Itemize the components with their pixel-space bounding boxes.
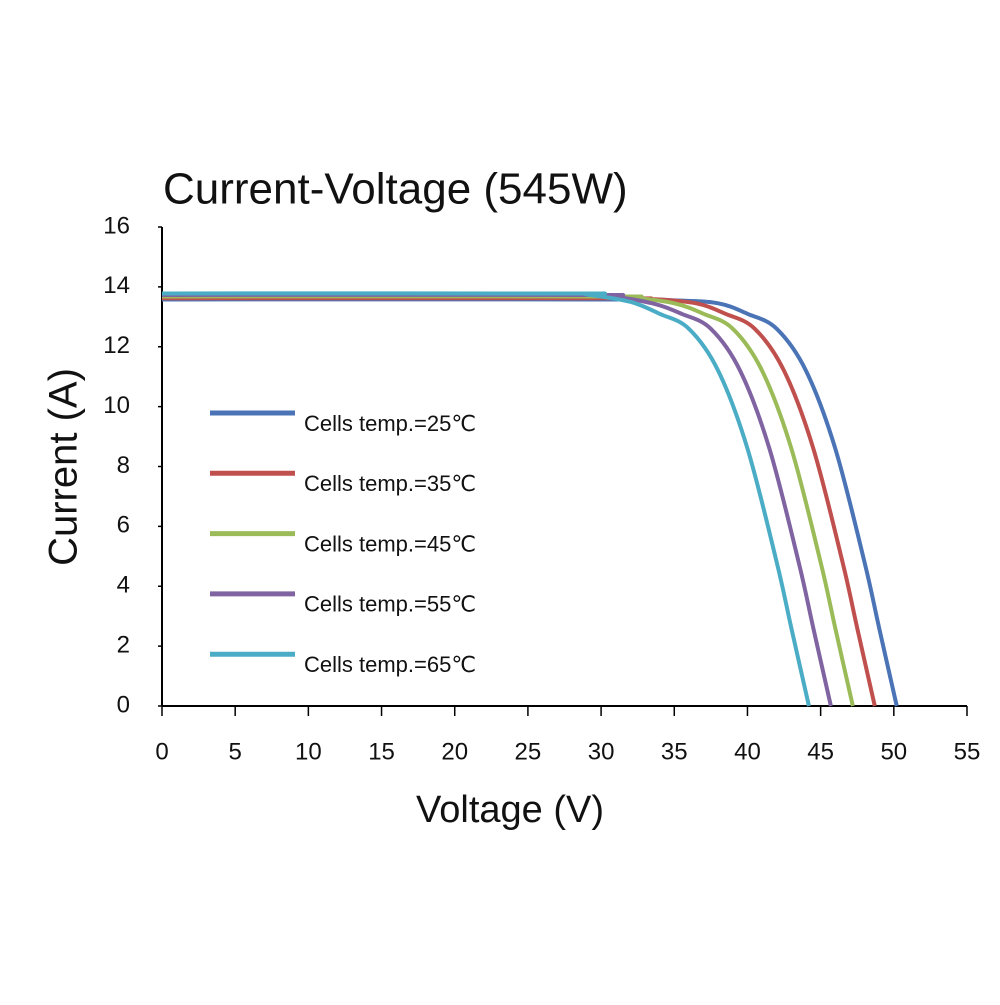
legend-label: Cells temp.=35℃ [304, 471, 476, 496]
x-tick-label: 20 [441, 738, 468, 765]
x-axis-label: Voltage (V) [416, 789, 604, 831]
x-tick-label: 5 [229, 738, 242, 765]
x-tick-label: 50 [880, 738, 907, 765]
legend-label: Cells temp.=25℃ [304, 411, 476, 436]
y-tick-label: 10 [103, 392, 130, 419]
series-line [161, 292, 833, 707]
series-line [161, 297, 899, 707]
x-tick-label: 10 [295, 738, 322, 765]
y-tick-label: 12 [103, 332, 130, 359]
y-tick-label: 6 [117, 512, 130, 539]
series-line [161, 294, 855, 707]
series-line [161, 291, 811, 707]
y-tick-label: 14 [103, 272, 130, 299]
legend-label: Cells temp.=55℃ [304, 592, 476, 617]
series-line [161, 296, 877, 707]
y-tick-label: 0 [117, 691, 130, 718]
legend-label: Cells temp.=45℃ [304, 531, 476, 556]
x-tick-label: 35 [661, 738, 688, 765]
x-tick-label: 0 [155, 738, 168, 765]
x-tick-label: 45 [807, 738, 834, 765]
y-tick-label: 2 [117, 631, 130, 658]
x-tick-label: 30 [588, 738, 615, 765]
y-tick-label: 16 [103, 212, 130, 239]
y-tick-label: 8 [117, 452, 130, 479]
x-tick-label: 25 [515, 738, 542, 765]
y-tick-label: 4 [117, 572, 130, 599]
x-tick-label: 55 [954, 738, 981, 765]
x-tick-label: 15 [368, 738, 395, 765]
x-tick-label: 40 [734, 738, 761, 765]
y-axis-label: Current (A) [42, 368, 86, 566]
legend-label: Cells temp.=65℃ [304, 652, 476, 677]
chart-title: Current-Voltage (545W) [163, 165, 628, 214]
